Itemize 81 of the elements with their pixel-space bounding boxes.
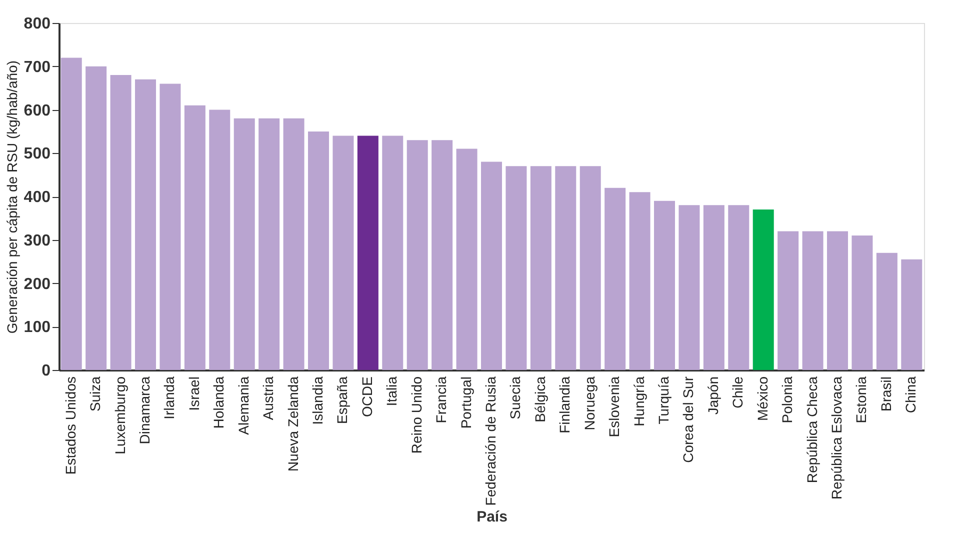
bar — [308, 131, 329, 370]
bar — [530, 166, 552, 370]
x-tick-label: Japón — [704, 376, 721, 415]
y-tick-label: 500 — [24, 146, 51, 163]
y-tick-label: 200 — [24, 276, 51, 293]
x-tick-label: Estonia — [853, 376, 870, 424]
bar — [678, 205, 700, 370]
bar — [901, 259, 922, 370]
x-tick-label: Estados Unidos — [62, 376, 78, 475]
bar — [555, 166, 576, 370]
bar — [110, 75, 132, 370]
x-tick-label: Irlanda — [161, 376, 178, 420]
x-tick-label: Reino Unido — [408, 376, 424, 454]
x-tick-label: Federación de Rusia — [482, 376, 498, 506]
bar — [852, 236, 873, 370]
bar — [728, 205, 750, 370]
x-tick-label: Holanda — [210, 376, 227, 429]
bar — [258, 118, 280, 370]
x-tick-label: Islandia — [310, 376, 326, 425]
y-tick-label: 0 — [42, 362, 51, 380]
y-tick-label: 100 — [24, 319, 51, 336]
x-tick-label: Corea del Sur — [680, 376, 696, 463]
bar — [580, 166, 601, 370]
x-tick-label: Noruega — [581, 376, 598, 430]
x-tick-label: Bélgica — [532, 376, 548, 422]
x-tick-label: Eslovenia — [606, 376, 622, 438]
bar — [332, 136, 354, 370]
bar — [778, 231, 799, 370]
x-tick-label: República Checa — [804, 376, 820, 484]
x-tick-label: España — [334, 376, 350, 424]
bar — [456, 148, 478, 370]
y-tick-label: 700 — [24, 58, 51, 76]
x-tick-label: Suiza — [87, 376, 104, 412]
bar — [802, 231, 824, 370]
y-tick-label: 600 — [24, 102, 51, 120]
x-tick-label: Alemania — [235, 376, 252, 435]
x-tick-label: Brasil — [878, 376, 894, 412]
y-tick-label: 300 — [24, 232, 51, 250]
y-axis-title: Generación per cápita de RSU (kg/hab/año) — [4, 60, 20, 334]
bar — [752, 210, 774, 370]
bar — [629, 192, 650, 370]
x-tick-label: China — [902, 376, 919, 414]
bar — [406, 140, 428, 370]
bar — [60, 58, 82, 370]
bar — [654, 200, 675, 370]
x-tick-label: Suecia — [507, 376, 524, 420]
bar — [283, 118, 304, 370]
x-tick-label: Finlandia — [556, 376, 573, 434]
x-tick-label: Italia — [384, 376, 400, 406]
bar — [604, 188, 626, 370]
bar — [703, 205, 724, 370]
x-tick-label: Israel — [186, 376, 202, 411]
x-tick-label: Luxemburgo — [112, 376, 128, 454]
bar — [382, 136, 404, 370]
bar — [184, 105, 206, 370]
bar — [160, 84, 181, 370]
x-tick-label: Hungría — [630, 376, 647, 426]
bar — [506, 166, 527, 370]
x-tick-label: México — [754, 376, 770, 421]
bar — [432, 140, 453, 370]
x-axis-title: País — [476, 508, 508, 526]
bar — [135, 79, 156, 370]
x-tick-label: OCDE — [358, 376, 375, 417]
x-tick-label: Francia — [433, 376, 450, 424]
bar — [481, 162, 502, 370]
bar — [209, 110, 230, 370]
x-tick-label: República Eslovaca — [828, 376, 844, 500]
x-tick-label: Dinamarca — [136, 376, 152, 444]
bar — [827, 231, 848, 370]
bar — [876, 252, 898, 370]
x-tick-label: Nueva Zelanda — [284, 376, 301, 472]
y-tick-label: 800 — [24, 16, 51, 32]
x-tick-label: Chile — [730, 376, 746, 408]
x-tick-label: Portugal — [458, 376, 474, 429]
x-tick-label: Turquía — [656, 376, 672, 424]
y-tick-label: 400 — [24, 189, 51, 206]
bar — [234, 118, 255, 370]
x-tick-label: Polonia — [779, 376, 796, 424]
bar — [86, 66, 107, 370]
bar — [357, 136, 378, 370]
x-tick-label: Austria — [260, 376, 276, 420]
